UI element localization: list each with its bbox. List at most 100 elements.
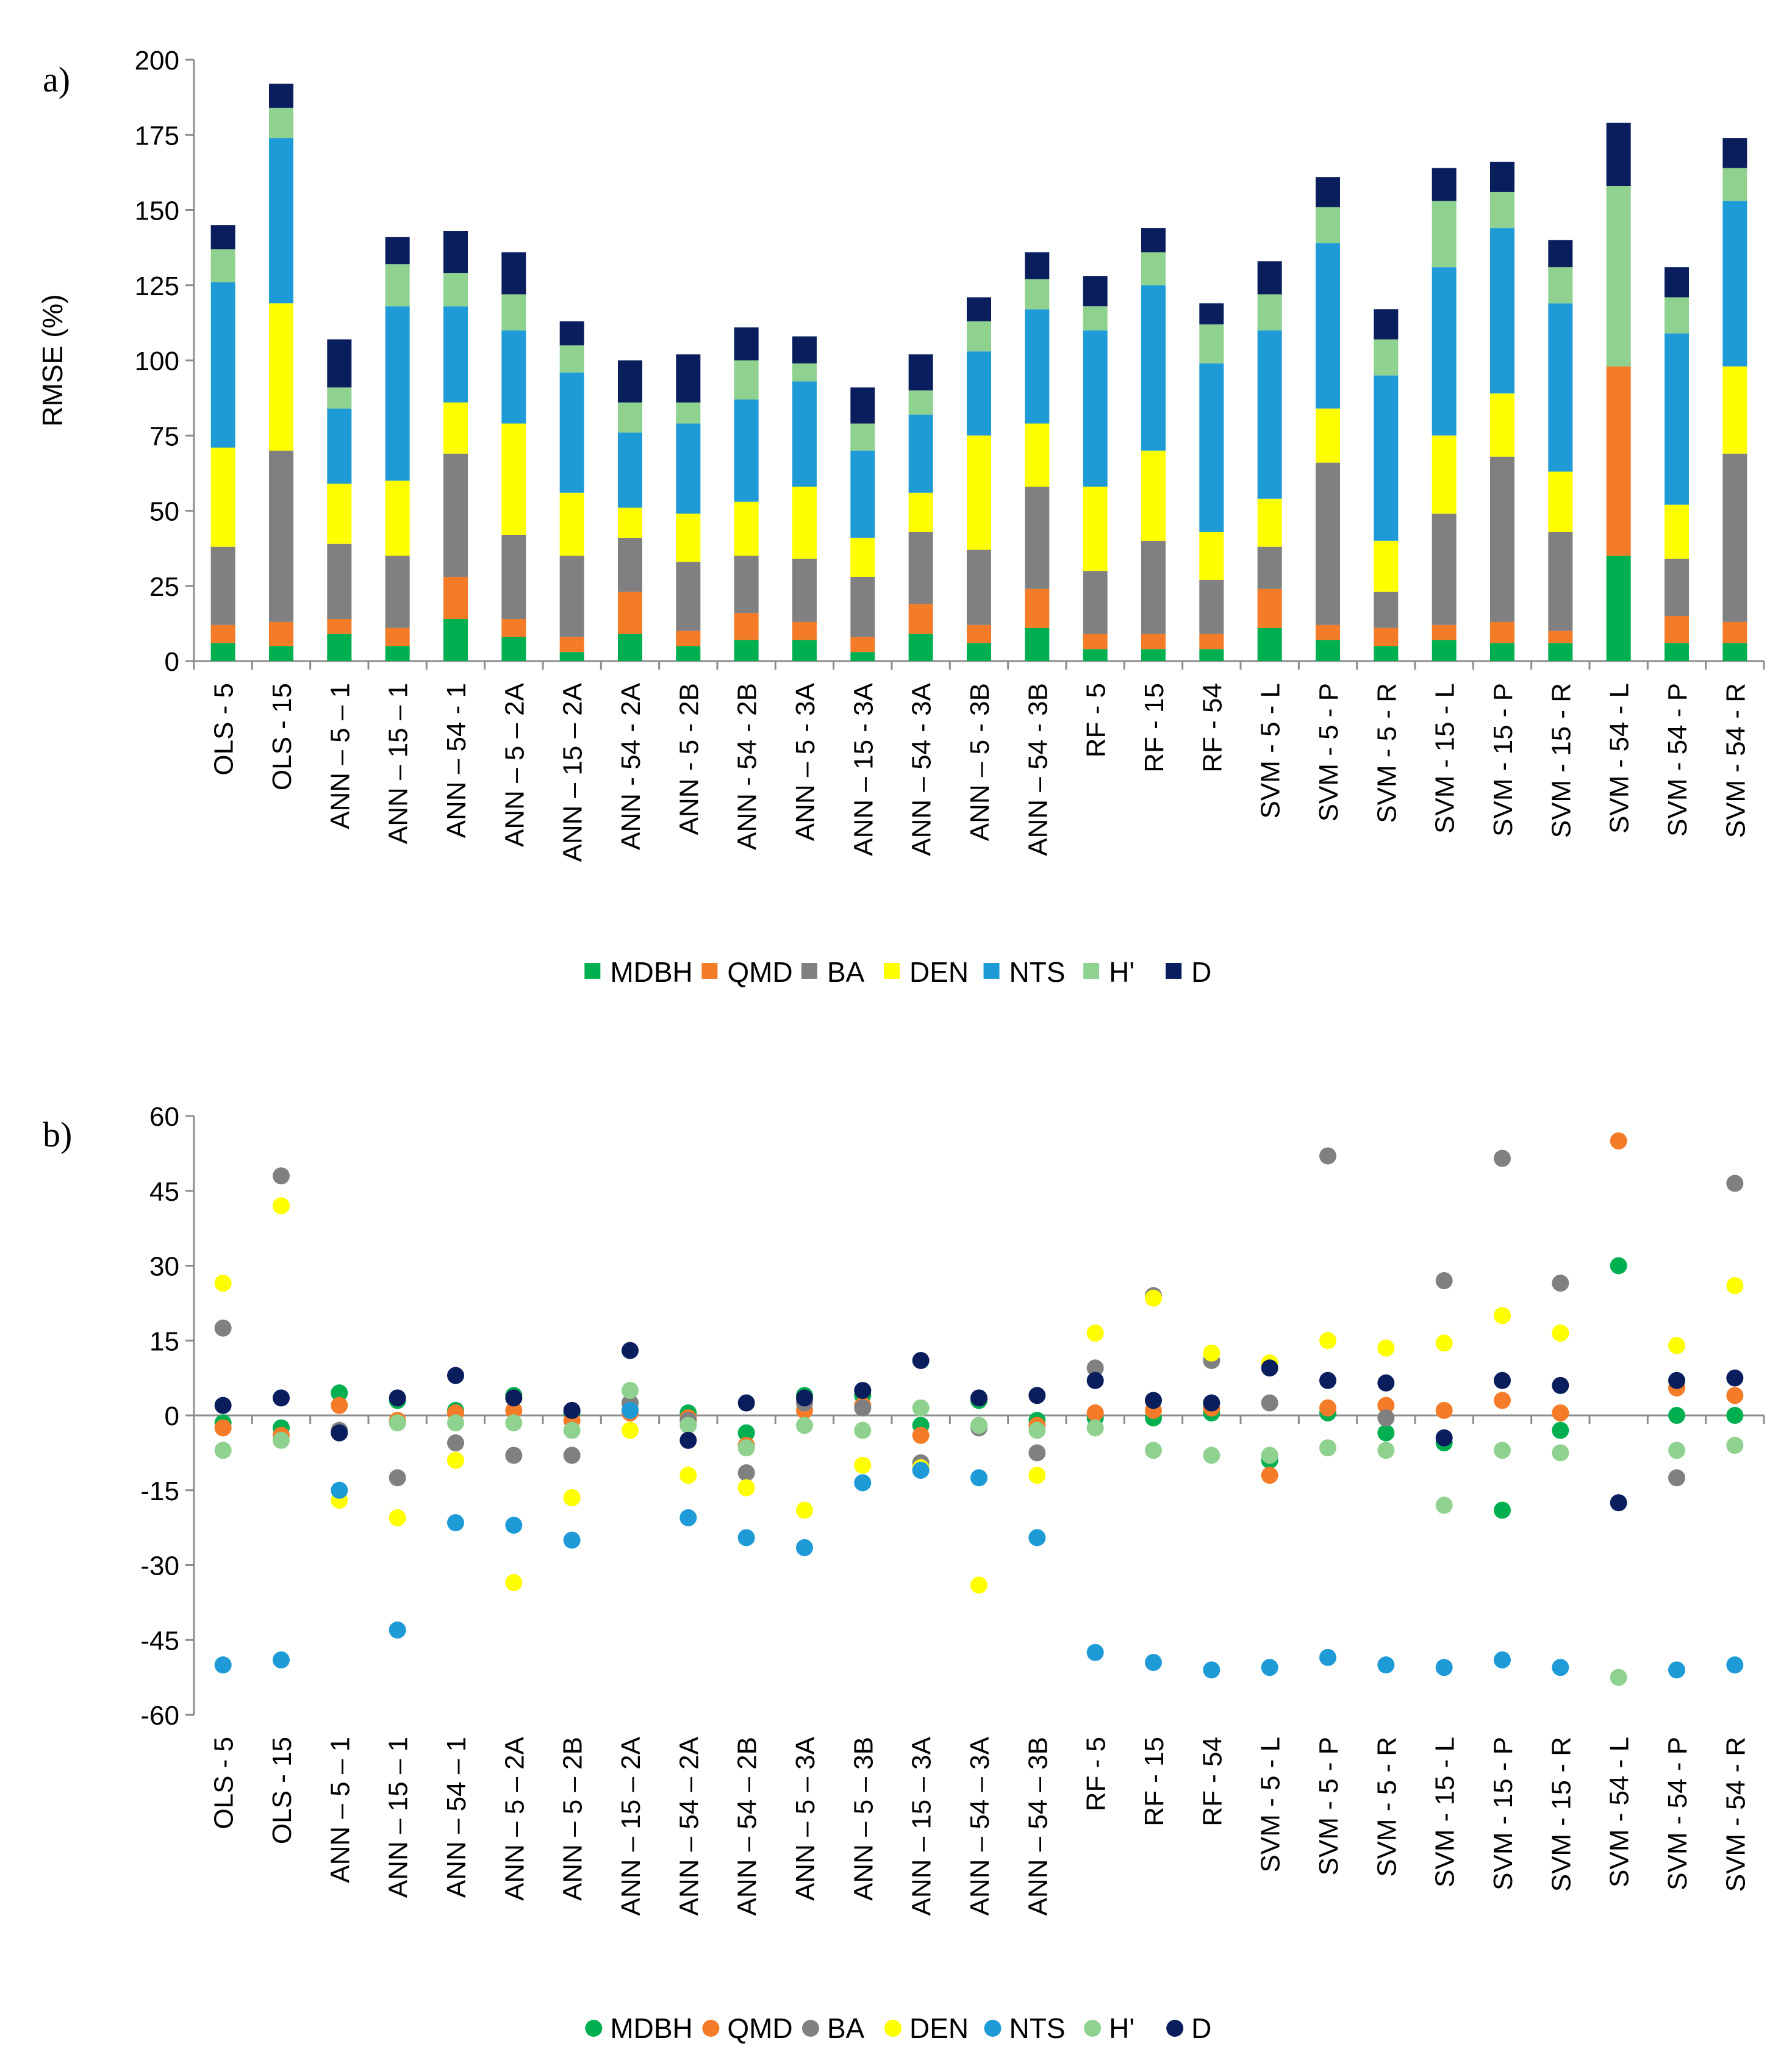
point-h-ann-54-3a	[970, 1417, 987, 1434]
bar-qmd-ann-54-2b	[734, 613, 759, 640]
point-mdbh-ann-54-2b	[737, 1424, 755, 1442]
bar-den-ann-15-2a	[559, 492, 584, 556]
bar-d-rf-5	[1083, 276, 1108, 307]
y-tick-label: -15	[140, 1476, 179, 1506]
bar-h-ann-15-1	[385, 264, 410, 307]
bar-h-svm-5-p	[1316, 207, 1340, 243]
panel-label: b)	[43, 1115, 72, 1154]
bar-d-svm-5-p	[1316, 177, 1340, 207]
x-tick-label: ANN - 54 - 2B	[733, 683, 762, 850]
bar-qmd-ann-54-3a	[908, 604, 933, 634]
legend-marker-mdbh	[584, 963, 601, 979]
bar-h-ann-5-2b	[676, 402, 701, 424]
point-d-ols-15	[273, 1389, 290, 1407]
x-tick-label: ANN – 54 – 2A	[674, 1736, 704, 1915]
x-tick-label: ANN – 5 – 1	[325, 683, 355, 829]
bar-nts-ols-15	[269, 138, 293, 304]
legend-label-qmd: QMD	[727, 956, 792, 988]
point-nts-ann-54-2b	[737, 1529, 755, 1547]
point-d-ann-5-3a	[796, 1389, 813, 1407]
x-tick-label: SVM - 15 - P	[1488, 1737, 1518, 1890]
bar-den-ann-54-1	[443, 402, 468, 454]
bar-mdbh-ann-15-1	[385, 646, 410, 661]
bar-qmd-svm-15-l	[1432, 624, 1457, 640]
x-tick-label: ANN – 15 – 1	[384, 1737, 414, 1898]
bar-ba-ann-5-3b	[967, 549, 991, 625]
point-nts-ann-54-3b	[1028, 1529, 1046, 1547]
bar-den-ann-15-1	[385, 481, 410, 556]
bar-ba-svm-54-r	[1722, 453, 1747, 622]
bar-qmd-ols-15	[269, 621, 293, 646]
bar-ba-ann-15-1	[385, 556, 410, 628]
bar-mdbh-ann-5-2a	[501, 637, 526, 661]
point-mdbh-svm-15-r	[1552, 1422, 1569, 1439]
legend-marker-h	[1084, 2020, 1102, 2037]
point-h-ann-5-3b	[854, 1422, 872, 1439]
x-tick-label: SVM - 15 - L	[1430, 1737, 1460, 1887]
bar-mdbh-svm-54-r	[1722, 643, 1747, 661]
bar-ba-ann-5-3a	[792, 559, 817, 622]
bar-mdbh-ann-5-3b	[967, 643, 991, 661]
x-tick-label: ANN – 54 – 2B	[733, 1737, 762, 1916]
bar-den-ann-54-2b	[734, 501, 759, 556]
bar-qmd-ann-5-3b	[967, 624, 991, 643]
point-den-ann-54-1	[447, 1451, 464, 1469]
bar-nts-ols-5	[210, 282, 235, 448]
x-tick-label: ANN - 5 - 2B	[674, 683, 704, 835]
point-nts-ann-5-2b	[563, 1531, 581, 1549]
bar-h-ann-5-3a	[792, 363, 817, 382]
point-nts-ann-5-3a	[796, 1539, 813, 1556]
point-nts-ann-54-1	[447, 1514, 464, 1531]
point-nts-ols-15	[273, 1651, 290, 1668]
x-tick-label: ANN – 54 - 3A	[907, 682, 937, 856]
x-tick-label: ANN – 54 – 1	[442, 1737, 471, 1898]
point-h-ann-54-3b	[1028, 1422, 1046, 1439]
point-qmd-svm-5-r	[1377, 1397, 1395, 1414]
bar-mdbh-ols-15	[269, 646, 293, 661]
point-mdbh-ann-5-1	[331, 1384, 348, 1402]
point-nts-svm-5-l	[1261, 1659, 1278, 1676]
bar-mdbh-svm-54-l	[1606, 556, 1631, 661]
bar-nts-ann-15-2a	[559, 372, 584, 493]
bar-den-svm-5-l	[1257, 498, 1282, 547]
bar-den-rf-54	[1199, 532, 1224, 580]
bar-mdbh-ann-15-2a	[559, 652, 584, 661]
bar-den-ann-5-2b	[676, 513, 701, 562]
bar-d-ann-5-2b	[676, 354, 701, 403]
x-tick-label: ANN - 54 - 2A	[616, 682, 646, 850]
bar-mdbh-svm-15-p	[1490, 643, 1514, 661]
point-h-ols-15	[273, 1431, 290, 1449]
point-ba-ann-15-1	[389, 1469, 406, 1487]
point-ba-svm-15-p	[1494, 1150, 1511, 1167]
bar-nts-rf-54	[1199, 363, 1224, 532]
legend-label-nts: NTS	[1009, 956, 1066, 988]
bar-nts-svm-5-p	[1316, 243, 1340, 409]
y-tick-label: 175	[135, 121, 179, 151]
legend-label-den: DEN	[909, 956, 969, 988]
bar-den-svm-15-r	[1548, 471, 1573, 532]
x-tick-label: RF - 15	[1139, 1737, 1169, 1826]
point-nts-ann-15-3a	[912, 1462, 930, 1479]
legend-marker-h	[1083, 963, 1100, 979]
point-nts-svm-15-l	[1435, 1659, 1453, 1676]
point-nts-ann-15-2a	[622, 1401, 639, 1419]
bar-qmd-rf-15	[1141, 634, 1166, 649]
point-h-ann-54-2a	[679, 1417, 697, 1434]
point-h-svm-54-l	[1610, 1668, 1627, 1686]
y-tick-label: 125	[135, 271, 179, 301]
bar-h-rf-54	[1199, 324, 1224, 363]
point-den-ann-54-3b	[1028, 1467, 1046, 1484]
point-qmd-svm-54-l	[1610, 1132, 1627, 1150]
bar-d-svm-54-r	[1722, 138, 1747, 168]
x-tick-label: SVM - 5 - R	[1372, 1737, 1402, 1877]
y-tick-label: 150	[135, 196, 179, 226]
y-tick-label: 0	[165, 647, 179, 677]
x-tick-label: ANN – 54 - 1	[442, 683, 471, 838]
x-tick-label: SVM - 5 - P	[1314, 1737, 1344, 1875]
point-d-svm-15-r	[1552, 1376, 1569, 1394]
bar-nts-ann-15-1	[385, 306, 410, 481]
bar-h-svm-15-p	[1490, 191, 1514, 229]
bar-h-svm-54-l	[1606, 186, 1631, 367]
x-tick-label: ANN – 5 – 2B	[558, 1737, 588, 1901]
bar-nts-svm-5-r	[1374, 375, 1399, 541]
